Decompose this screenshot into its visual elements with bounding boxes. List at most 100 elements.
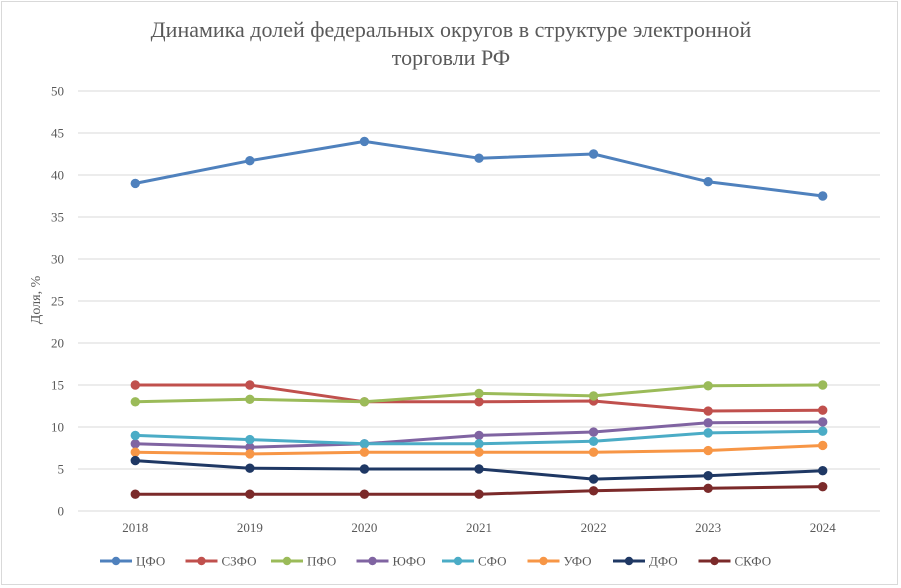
y-tick-labels: 0 5 10 15 20 25 30 35 40 45 50 bbox=[51, 84, 64, 519]
chart-title-line2: торговли РФ bbox=[392, 45, 510, 70]
x-tick-label: 2023 bbox=[695, 520, 721, 535]
legend-swatch-marker bbox=[282, 556, 292, 566]
series-6 bbox=[130, 440, 828, 459]
data-point bbox=[245, 489, 255, 499]
data-point bbox=[245, 156, 255, 166]
y-tick-label: 0 bbox=[58, 504, 65, 519]
legend-label: ЮФО bbox=[393, 554, 426, 569]
x-tick-label: 2024 bbox=[810, 520, 837, 535]
data-point bbox=[818, 191, 828, 201]
data-point bbox=[818, 426, 828, 436]
y-tick-label: 35 bbox=[51, 210, 64, 225]
legend-label: СЗФО bbox=[222, 554, 257, 569]
data-point bbox=[474, 397, 484, 407]
data-point bbox=[245, 394, 255, 404]
series-1 bbox=[130, 136, 828, 201]
data-point bbox=[130, 489, 140, 499]
series-7 bbox=[130, 455, 828, 484]
x-tick-label: 2018 bbox=[122, 520, 148, 535]
data-point bbox=[359, 439, 370, 449]
y-axis-label: Доля, % bbox=[29, 275, 44, 324]
gridlines bbox=[78, 90, 880, 512]
y-tick-label: 5 bbox=[58, 462, 65, 477]
legend-label: СКФО bbox=[735, 554, 772, 569]
legend-item: ЮФО bbox=[356, 554, 426, 569]
legend-item: ПФО bbox=[271, 554, 336, 569]
series-5 bbox=[130, 426, 828, 449]
x-tick-labels: 2018 2019 2020 2021 2022 2023 2024 bbox=[122, 520, 836, 535]
y-tick-label: 10 bbox=[51, 420, 64, 435]
data-point bbox=[703, 483, 713, 494]
data-point bbox=[130, 447, 140, 457]
data-point bbox=[588, 474, 599, 484]
data-point bbox=[703, 445, 713, 456]
data-point bbox=[130, 397, 140, 407]
legend-item: СЗФО bbox=[185, 554, 257, 569]
y-tick-label: 45 bbox=[51, 126, 64, 141]
series-8 bbox=[130, 481, 828, 499]
data-point bbox=[130, 430, 140, 441]
data-point bbox=[588, 447, 599, 457]
legend-label: ДФО bbox=[649, 554, 678, 569]
data-point bbox=[818, 440, 828, 451]
legend-label: ПФО bbox=[307, 554, 336, 569]
data-point bbox=[703, 418, 713, 428]
data-point bbox=[588, 436, 599, 446]
data-point bbox=[245, 380, 255, 390]
data-point bbox=[474, 153, 484, 163]
legend-swatch-marker bbox=[111, 556, 121, 566]
data-point bbox=[130, 380, 140, 390]
data-point bbox=[245, 449, 255, 459]
data-point bbox=[818, 380, 828, 390]
data-point bbox=[359, 136, 370, 147]
legend-label: ЦФО bbox=[136, 554, 165, 569]
data-point bbox=[130, 178, 140, 189]
y-tick-label: 50 bbox=[51, 84, 64, 99]
data-point bbox=[588, 486, 599, 496]
legend-label: УФО bbox=[564, 554, 592, 569]
data-point bbox=[474, 430, 484, 441]
data-point bbox=[474, 388, 484, 399]
data-point bbox=[359, 447, 370, 457]
data-point bbox=[245, 434, 255, 445]
data-point bbox=[588, 149, 599, 159]
data-point bbox=[474, 439, 484, 449]
x-tick-label: 2021 bbox=[466, 520, 492, 535]
data-point bbox=[474, 489, 484, 499]
x-tick-label: 2022 bbox=[581, 520, 607, 535]
data-point bbox=[818, 417, 828, 427]
y-tick-label: 30 bbox=[51, 252, 64, 267]
data-point bbox=[703, 406, 713, 416]
x-tick-label: 2020 bbox=[351, 520, 377, 535]
series-line bbox=[133, 139, 825, 198]
data-point bbox=[818, 405, 828, 415]
legend-item: УФО bbox=[527, 554, 592, 569]
data-point bbox=[703, 381, 713, 391]
data-point bbox=[588, 427, 599, 437]
y-tick-label: 40 bbox=[51, 168, 64, 183]
y-tick-label: 15 bbox=[51, 378, 64, 393]
legend-item: СФО bbox=[442, 554, 507, 569]
series-3 bbox=[130, 380, 828, 407]
legend-label: СФО bbox=[478, 554, 507, 569]
legend-swatch-marker bbox=[197, 556, 206, 566]
data-point bbox=[359, 489, 370, 499]
data-point bbox=[818, 465, 828, 476]
legend-swatch-marker bbox=[453, 556, 463, 566]
data-point bbox=[130, 455, 140, 466]
data-point bbox=[474, 447, 484, 457]
legend: ЦФО СЗФО ПФО ЮФО СФО УФО ДФО СКФО bbox=[100, 554, 771, 569]
data-point bbox=[703, 428, 713, 438]
data-point bbox=[818, 481, 828, 492]
data-point bbox=[130, 439, 140, 449]
data-point bbox=[359, 464, 370, 474]
legend-swatch-marker bbox=[710, 556, 719, 566]
data-point bbox=[245, 463, 255, 473]
series-lines bbox=[130, 136, 828, 499]
data-point bbox=[474, 464, 484, 474]
legend-swatch-marker bbox=[368, 556, 377, 566]
legend-item: ЦФО bbox=[100, 554, 165, 569]
y-tick-label: 25 bbox=[51, 294, 64, 309]
data-point bbox=[703, 177, 713, 187]
